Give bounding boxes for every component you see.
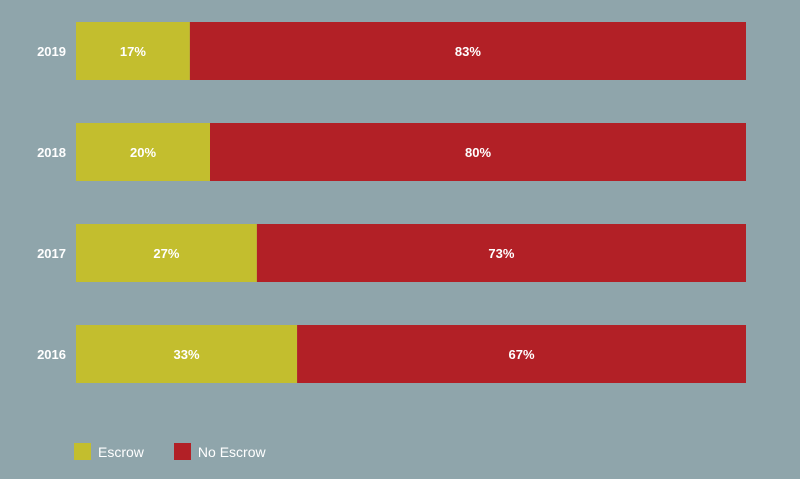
bar-no-escrow-2017 [256, 224, 746, 282]
bar-escrow-2017 [76, 224, 257, 282]
data-label-no-escrow-2017: 73% [488, 246, 514, 261]
bar-no-escrow-2016 [297, 325, 746, 383]
data-label-no-escrow-2016: 67% [509, 347, 535, 362]
bar-no-escrow-2019 [189, 22, 746, 80]
bar-escrow-2016 [76, 325, 298, 383]
legend-item-no-escrow: No Escrow [173, 443, 266, 460]
legend-label-no-escrow: No Escrow [197, 443, 266, 460]
data-label-no-escrow-2018: 80% [465, 145, 491, 160]
category-label-2016: 2016 [37, 347, 66, 362]
legend-label-escrow: Escrow [98, 443, 144, 460]
category-label-2017: 2017 [37, 246, 66, 261]
data-label-escrow-2019: 17% [120, 44, 146, 59]
category-label-2018: 2018 [37, 145, 66, 160]
stacked-bar-chart: 2019 17% 83% 2018 20% 80% 2017 27% 73% 2016 33% 67% [37, 22, 746, 383]
data-label-escrow-2017: 27% [153, 246, 179, 261]
data-label-no-escrow-2019: 83% [455, 44, 481, 59]
data-label-escrow-2016: 33% [174, 347, 200, 362]
legend-item-escrow: Escrow [74, 443, 144, 460]
bar-escrow-2019 [76, 22, 190, 80]
legend-swatch-escrow [74, 443, 91, 460]
data-label-escrow-2018: 20% [130, 145, 156, 160]
legend-swatch-no-escrow [173, 443, 191, 460]
bar-no-escrow-2018 [210, 123, 746, 181]
category-label-2019: 2019 [37, 44, 66, 59]
bar-escrow-2018 [76, 123, 210, 181]
legend: Escrow No Escrow [74, 443, 296, 460]
